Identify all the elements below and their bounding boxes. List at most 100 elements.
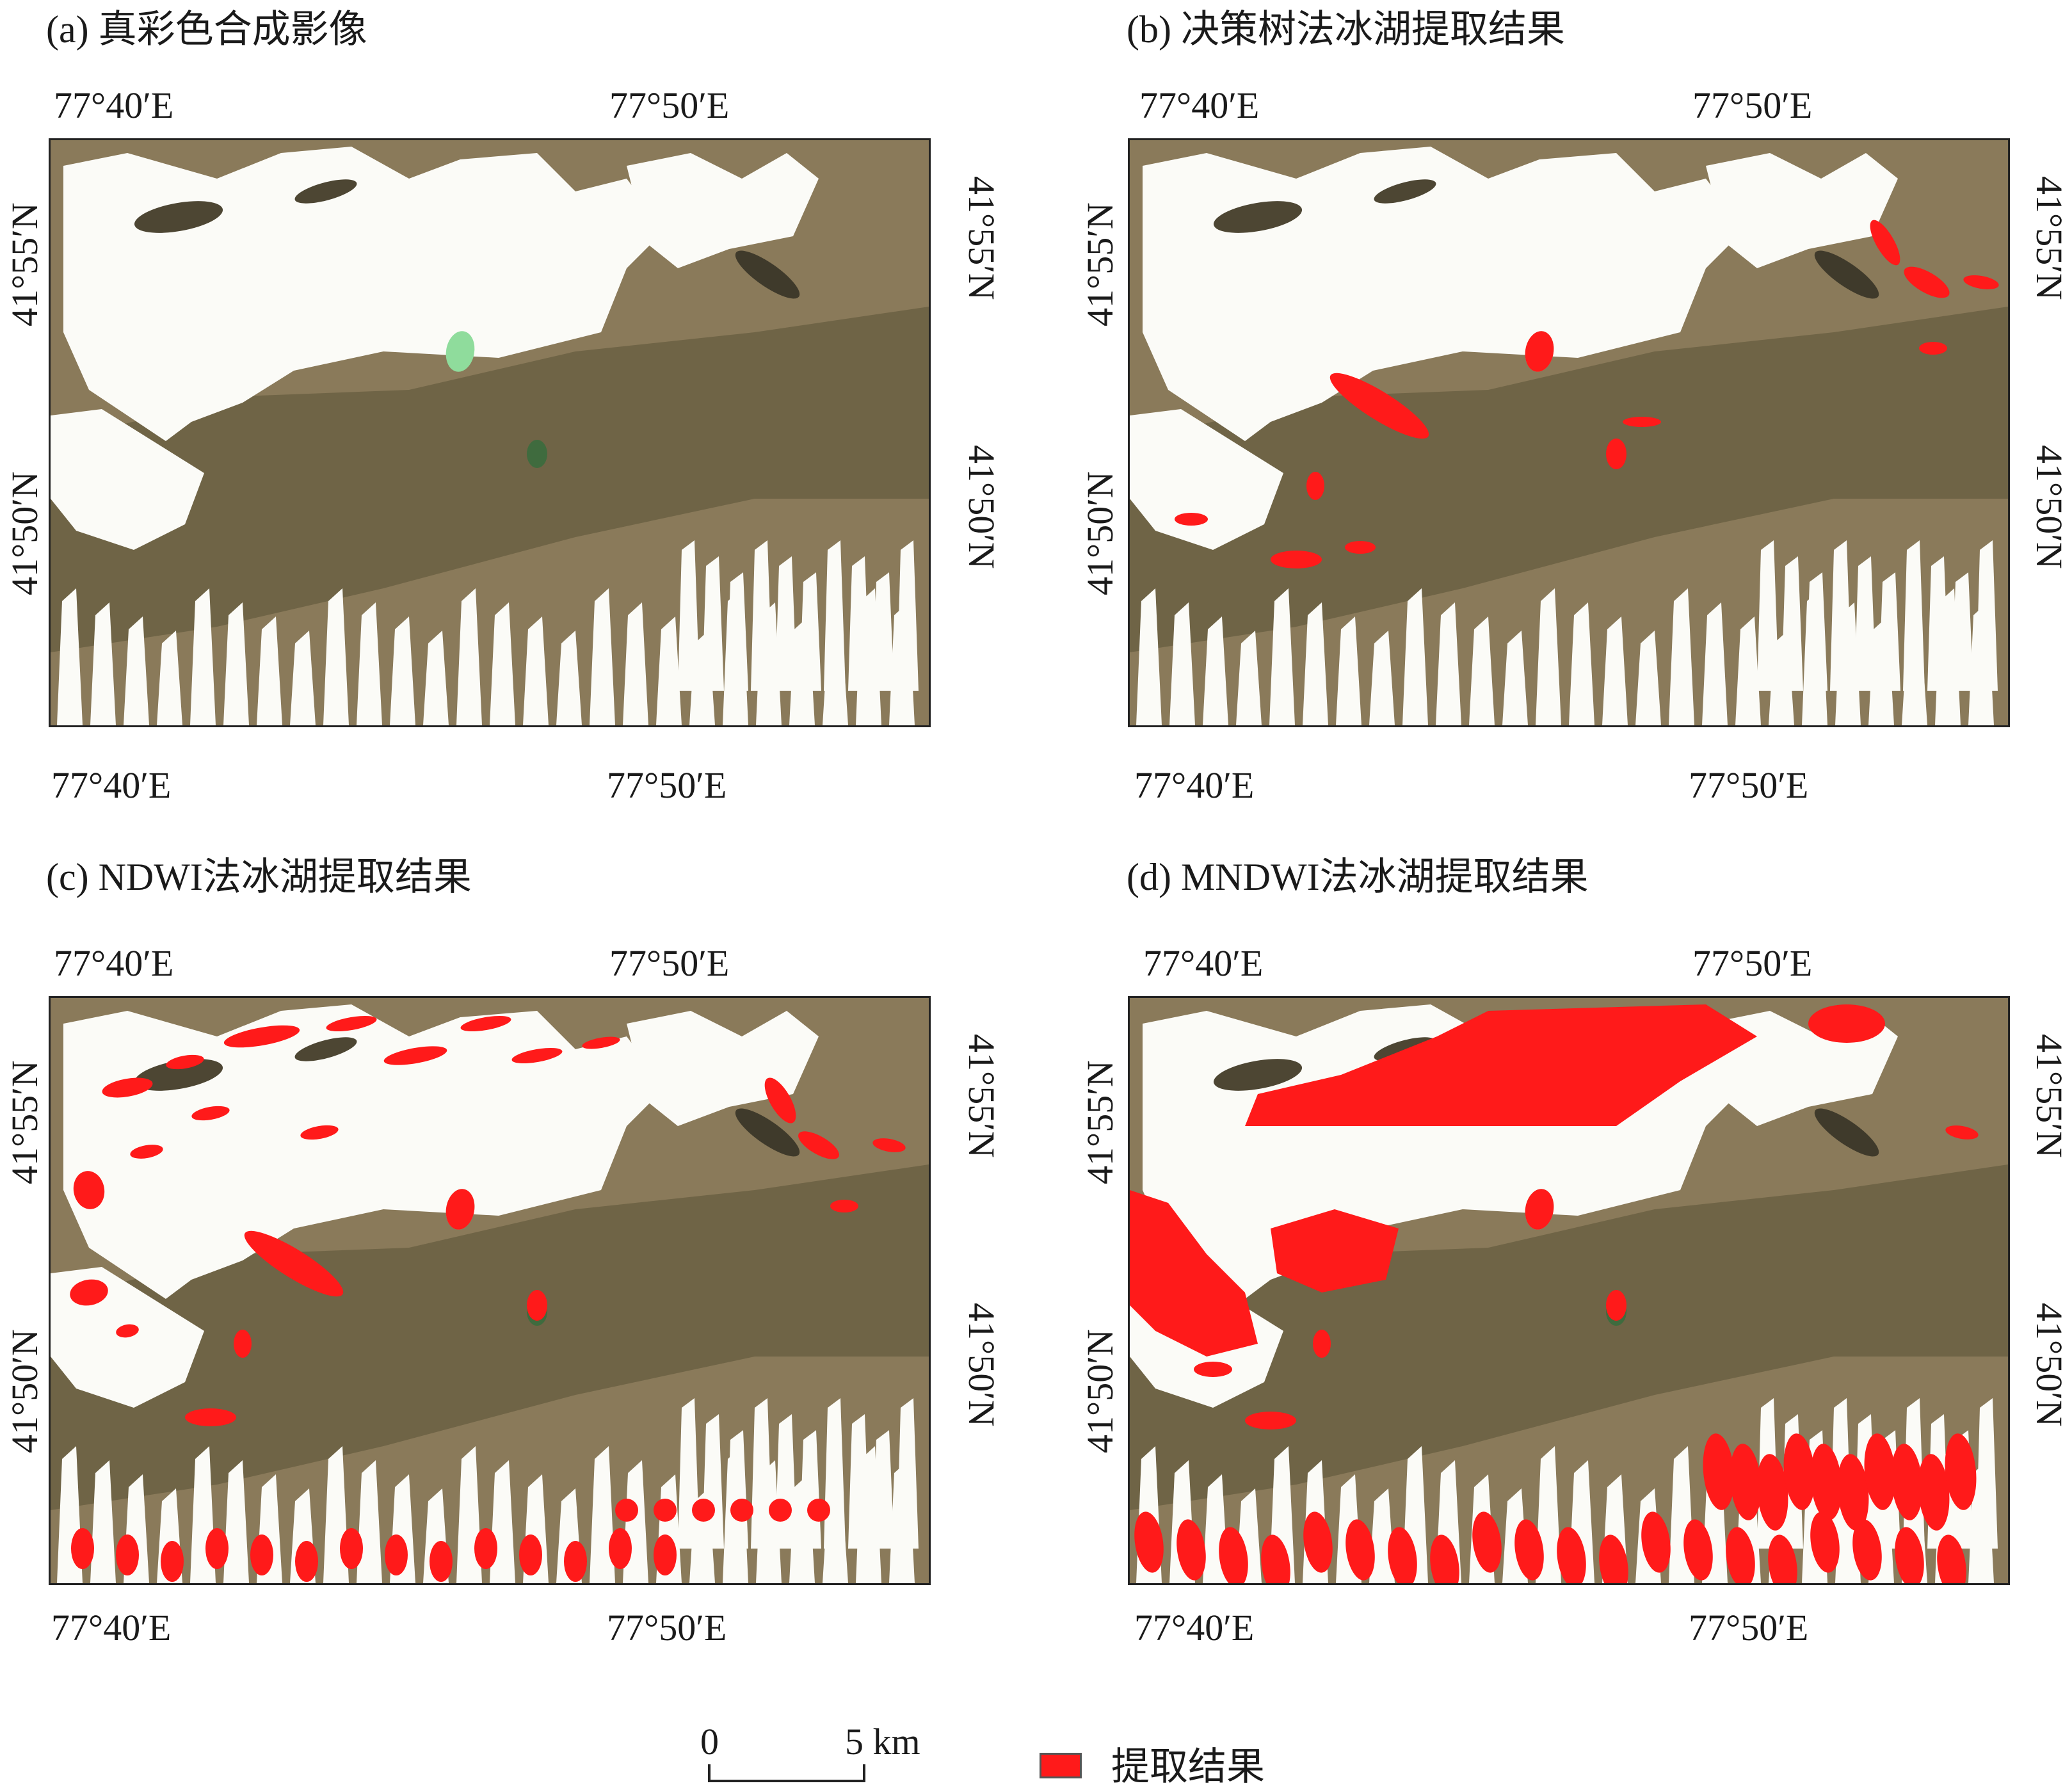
extracted-area (807, 1499, 830, 1522)
glacier-tongue (1502, 631, 1528, 725)
snowfield-north (63, 1004, 665, 1299)
glacier-tongue (1635, 631, 1661, 725)
glacier-tongue (1136, 588, 1162, 725)
glacier-tongue (1269, 588, 1295, 725)
glacier-tongue (1702, 602, 1728, 725)
extracted-area (73, 1171, 105, 1209)
extracted-area (798, 1131, 839, 1159)
extracted-area (1329, 373, 1429, 439)
glacier-tongue (1903, 540, 1925, 691)
extracted-area (1623, 417, 1661, 427)
extracted-area (1345, 1519, 1375, 1581)
glacier-tongue (1879, 572, 1900, 691)
extracted-area (205, 1528, 229, 1569)
glacier-tongue (1436, 602, 1461, 725)
extracted-area (1194, 1362, 1232, 1377)
extracted-area (1303, 1511, 1333, 1573)
extracted-area (830, 1200, 858, 1212)
panel-c-lon-bottom-left: 77°40′E (51, 1607, 172, 1648)
panel-b-lat-right-upper: 41°55′N (2028, 176, 2070, 300)
extracted-area (1810, 1444, 1842, 1520)
glacier-tongue (1669, 588, 1694, 725)
extracted-area (295, 1541, 318, 1582)
scale-bar-line (708, 1764, 865, 1782)
extracted-area (654, 1499, 677, 1522)
glacier-tongue (323, 588, 349, 725)
extracted-area (1703, 1433, 1735, 1510)
extracted-area (1606, 1290, 1626, 1321)
glacier-tongue (1976, 1398, 1998, 1549)
glacier-tongue (1806, 572, 1827, 691)
extracted-area (161, 1541, 184, 1582)
panel-d-lon-bottom-left: 77°40′E (1134, 1607, 1255, 1648)
extracted-area (1345, 541, 1376, 554)
glacier-tongue (290, 631, 316, 725)
extracted-area (326, 1015, 377, 1032)
extracted-area (1870, 220, 1900, 266)
panel-b-lon-top-left: 77°40′E (1139, 85, 1260, 126)
extracted-area (654, 1534, 677, 1575)
glacier-tongue (751, 540, 773, 691)
extracted-area (1177, 1519, 1206, 1581)
extracted-area (1726, 1527, 1755, 1583)
panel-a-lat-left-lower: 41°50′N (4, 471, 45, 595)
panel-a-title: (a) 真彩色合成影像 (46, 8, 367, 51)
extracted-area (1641, 1511, 1671, 1573)
glacier-tongue (1569, 602, 1594, 725)
extracted-area (1271, 1209, 1399, 1293)
panel-d-title: (d) MNDWI法冰湖提取结果 (1127, 856, 1589, 898)
snow-cover (51, 147, 919, 725)
glacier-tongue (90, 602, 116, 725)
snowfield-northeast (627, 153, 819, 268)
extracted-area (1945, 1433, 1977, 1510)
extracted-area (166, 1054, 204, 1070)
extracted-area (244, 1230, 344, 1297)
glacier-tongue (799, 572, 821, 691)
extracted-area (1895, 1527, 1924, 1583)
panel-c-extraction-map (49, 996, 931, 1585)
extracted-area (1756, 1454, 1788, 1531)
panel-a-lon-top-right: 77°50′E (609, 85, 730, 126)
panel-a-lat-right-lower: 41°50′N (961, 445, 1002, 569)
extracted-area (1919, 342, 1947, 355)
glacial-lake (527, 440, 547, 468)
glacier-tongue (1369, 631, 1395, 725)
panel-c-lat-right-upper: 41°55′N (961, 1034, 1002, 1158)
glacier-tongue (357, 1460, 382, 1583)
extracted-area (116, 1534, 139, 1575)
glacier-tongue (872, 572, 894, 691)
glacier-tongue (57, 588, 83, 725)
extracted-area (191, 1106, 230, 1121)
panel-d-lat-right-lower: 41°50′N (2028, 1303, 2070, 1427)
extracted-area (1891, 1444, 1923, 1520)
extracted-area (1271, 551, 1322, 568)
extracted-area (1130, 1190, 1258, 1357)
extracted-area (340, 1528, 363, 1569)
extracted-area (446, 1189, 475, 1230)
extracted-area (1963, 275, 1999, 289)
extracted-area (102, 1077, 153, 1098)
extracted-area (1783, 1433, 1815, 1510)
glacier-tongue (623, 602, 648, 725)
panel-c-lat-right-lower: 41°50′N (961, 1303, 1002, 1427)
panel-b-lon-top-right: 77°50′E (1692, 85, 1813, 126)
rock-shadow (294, 179, 357, 204)
extracted-area (582, 1036, 620, 1049)
extracted-area (564, 1541, 587, 1582)
extracted-area (1730, 1444, 1762, 1520)
extracted-area (1525, 1189, 1554, 1230)
panel-c-lon-bottom-right: 77°50′E (607, 1607, 727, 1648)
extracted-area (1245, 1004, 1757, 1126)
panel-c-lat-left-upper: 41°55′N (4, 1060, 45, 1184)
panel-d-lon-top-left: 77°40′E (1143, 942, 1264, 984)
glacier-tongue (1602, 616, 1628, 725)
extracted-area (1918, 1454, 1950, 1531)
legend-label: 提取结果 (1111, 1746, 1265, 1788)
glacier-tongue (124, 616, 149, 725)
glacier-tongue (556, 631, 582, 725)
extracted-area (692, 1499, 715, 1522)
glacier-tongue (848, 556, 870, 691)
panel-d-lat-left-upper: 41°55′N (1079, 1060, 1121, 1184)
extracted-area (185, 1408, 236, 1426)
rock-shadow (134, 201, 223, 233)
